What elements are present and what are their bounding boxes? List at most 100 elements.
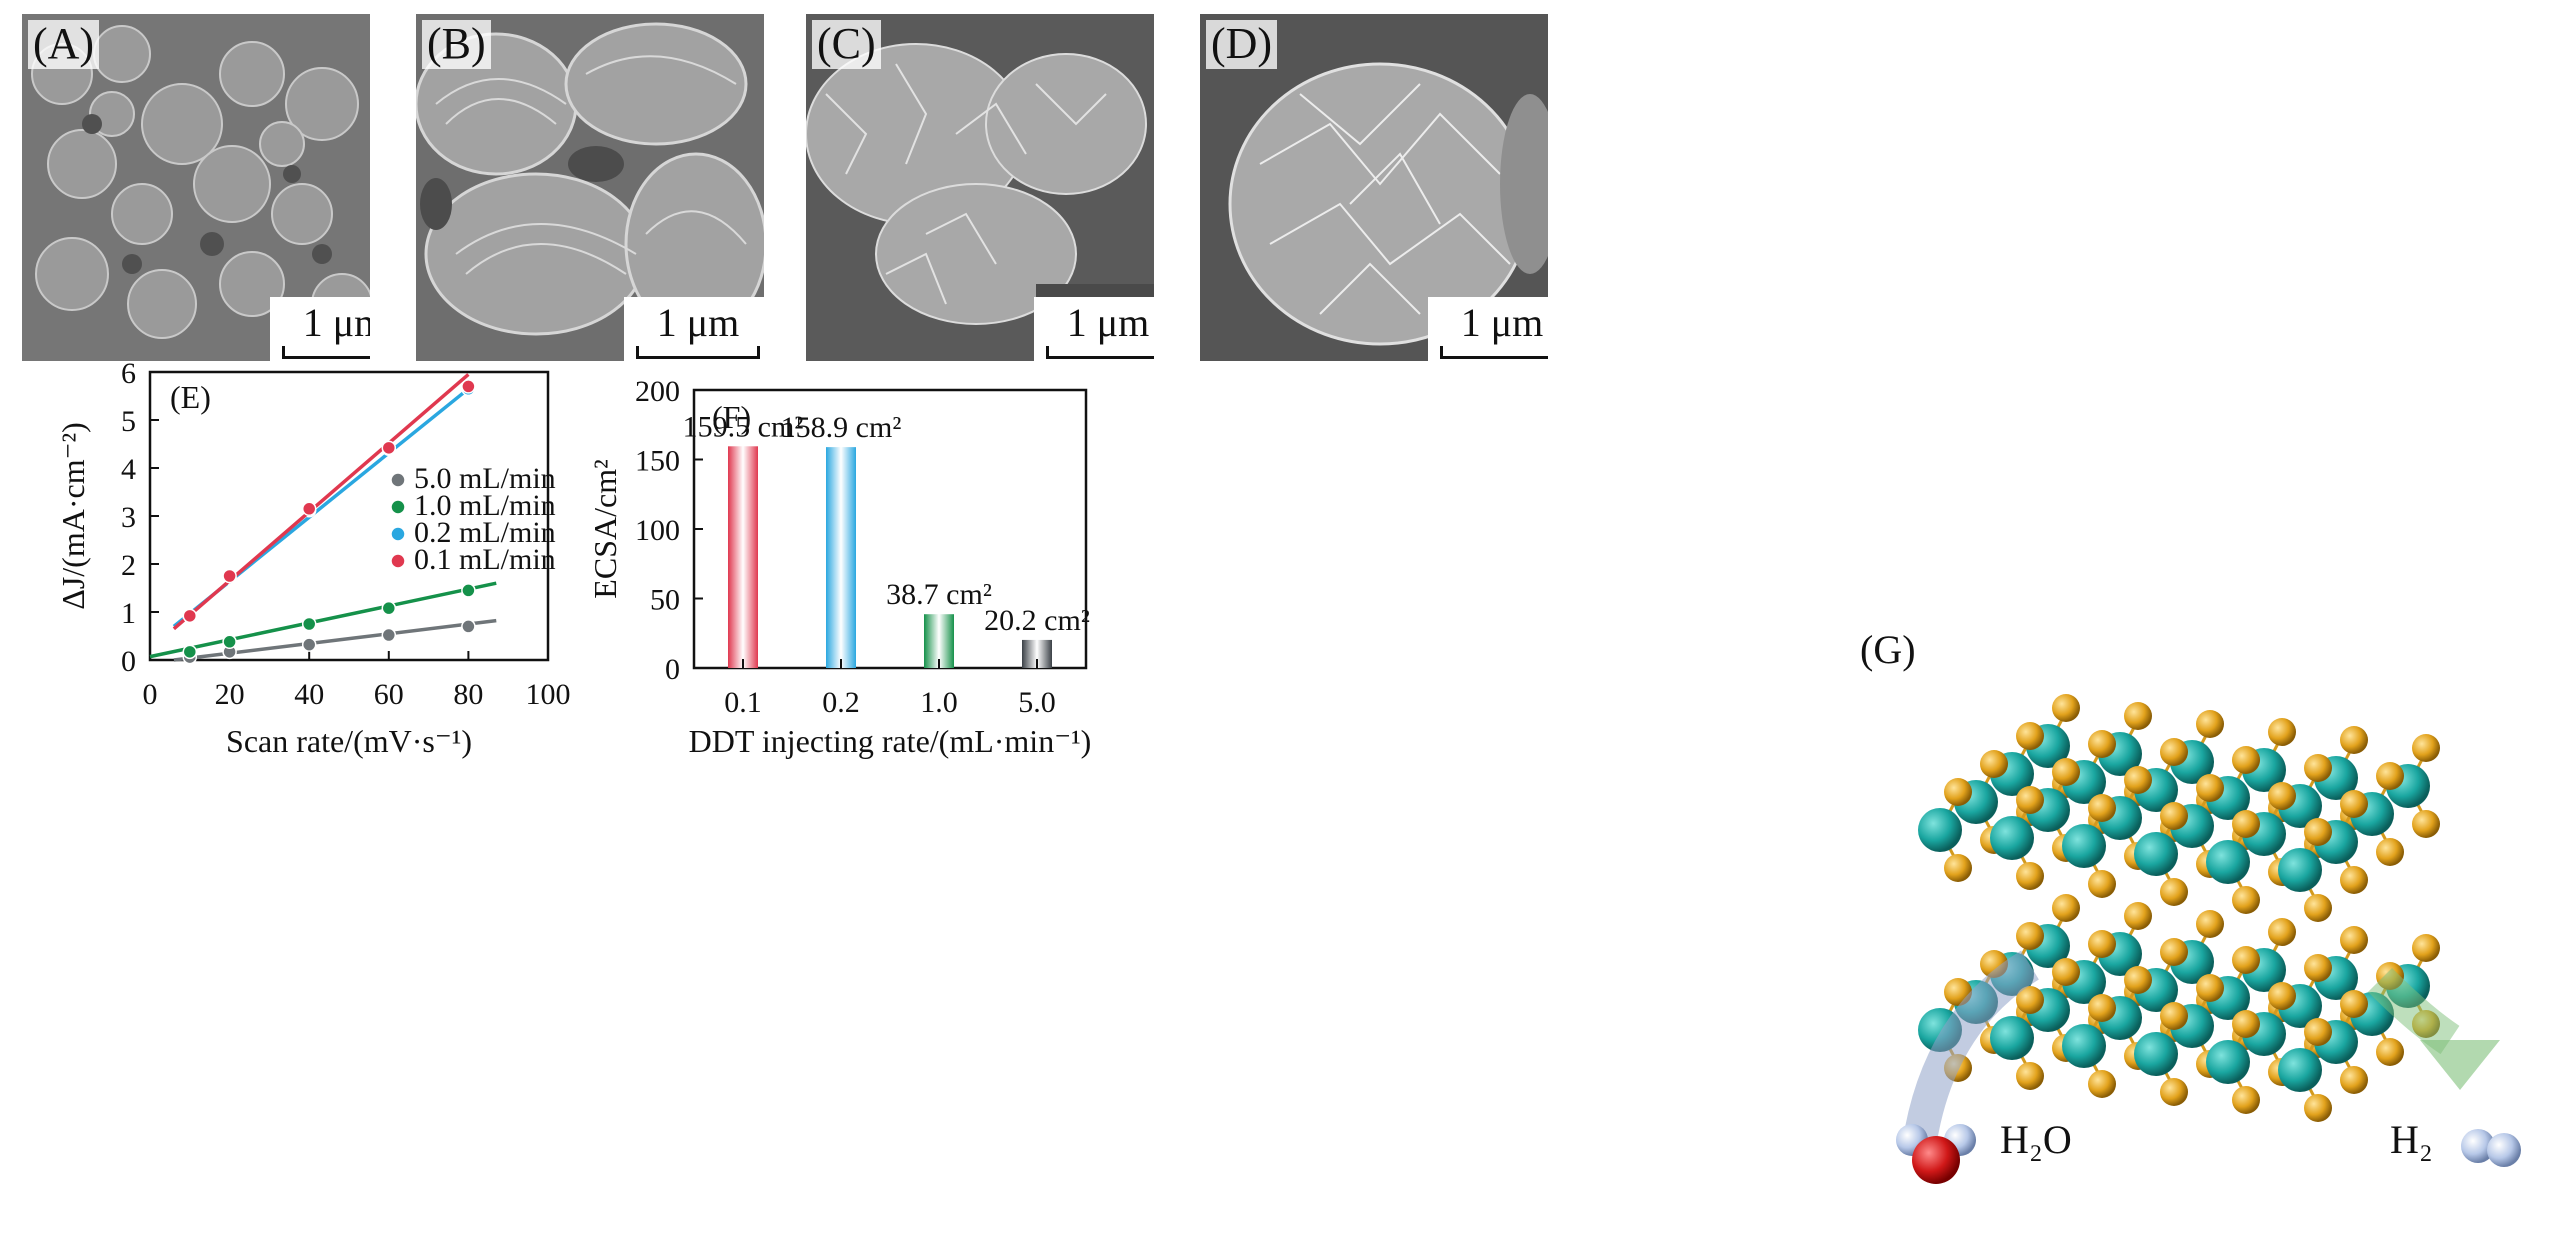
scale-bar-line xyxy=(1046,346,1154,359)
y-tick-label: 50 xyxy=(650,584,680,617)
y-tick-label: 2 xyxy=(121,549,136,582)
sulfur-atom xyxy=(1944,854,1972,882)
sem-image-c: (C) 1 μm xyxy=(806,14,1154,361)
data-point-0-1-ml-min xyxy=(301,501,317,517)
y-tick-label: 6 xyxy=(121,357,136,390)
sem-texture-b xyxy=(416,14,764,361)
sulfur-atom xyxy=(2124,966,2152,994)
sulfur-atom xyxy=(2160,938,2188,966)
legend-label: 5.0 mL/min xyxy=(414,462,556,495)
bar-0.1 xyxy=(728,446,758,668)
scale-bar-line xyxy=(282,346,370,359)
sulfur-atom xyxy=(2124,902,2152,930)
sulfur-atom xyxy=(2052,758,2080,786)
scale-bar-line xyxy=(636,346,760,359)
molybdenum-atom xyxy=(2206,1040,2250,1084)
sulfur-atom xyxy=(2088,994,2116,1022)
sulfur-atom xyxy=(2016,786,2044,814)
sulfur-atom xyxy=(2268,982,2296,1010)
y-tick-label: 150 xyxy=(635,445,680,478)
scale-bar-b: 1 μm xyxy=(624,297,764,361)
x-tick-label: 0.2 xyxy=(822,686,860,719)
scale-bar-line xyxy=(1440,346,1548,359)
sulfur-atom xyxy=(2124,766,2152,794)
data-point-0-2-ml-min xyxy=(222,570,237,585)
sulfur-atom xyxy=(2304,894,2332,922)
molybdenum-atom xyxy=(2206,840,2250,884)
product-arrowhead xyxy=(2420,1040,2500,1090)
water-molecule-icon xyxy=(1896,1124,1976,1184)
panel-letter-e: (E) xyxy=(170,379,211,415)
panel-letter-a: (A) xyxy=(28,20,100,69)
scale-bar-c: 1 μm xyxy=(1034,297,1154,361)
x-tick-label: 1.0 xyxy=(920,686,958,719)
fit-line-0-2-ml-min xyxy=(172,387,470,628)
bar-value-label: 158.9 cm² xyxy=(781,411,902,444)
sulfur-atom xyxy=(2196,710,2224,738)
sem-image-a: (A) 1 μm xyxy=(22,14,370,361)
molybdenum-atom xyxy=(2062,1024,2106,1068)
sulfur-atom xyxy=(2052,694,2080,722)
sulfur-atom xyxy=(2196,910,2224,938)
hydrogen-molecule-icon xyxy=(2461,1129,2521,1167)
legend-marker xyxy=(390,499,406,515)
scale-bar-label: 1 μm xyxy=(1066,300,1150,345)
sulfur-atom xyxy=(2232,746,2260,774)
sulfur-atom xyxy=(1944,778,1972,806)
x-tick-label: 0.1 xyxy=(724,686,762,719)
molybdenum-atom xyxy=(2278,848,2322,892)
data-point-0-1-ml-min xyxy=(182,608,198,624)
structure-illustration-g: (G) H₂O H₂ xyxy=(1860,620,2540,1240)
data-point-1-0-ml-min xyxy=(381,600,397,616)
sulfur-atom xyxy=(2088,730,2116,758)
y-tick-label: 4 xyxy=(121,453,136,486)
x-tick-label: 40 xyxy=(294,678,324,711)
data-point-1-0-ml-min xyxy=(222,634,237,650)
sem-texture-a xyxy=(22,14,370,361)
legend-label: 1.0 mL/min xyxy=(414,489,556,522)
h2o-label: H₂O xyxy=(2000,1117,2072,1162)
molybdenum-atom xyxy=(2134,1032,2178,1076)
sulfur-atom xyxy=(2196,774,2224,802)
molybdenum-atom xyxy=(2062,824,2106,868)
panel-letter-f: (F) xyxy=(712,399,751,435)
bar-0.2 xyxy=(826,447,856,668)
x-tick-label: 80 xyxy=(453,678,483,711)
sulfur-atom xyxy=(2052,958,2080,986)
bar-value-label: 20.2 cm² xyxy=(984,604,1090,637)
sulfur-atom xyxy=(2340,926,2368,954)
sulfur-atom xyxy=(2340,990,2368,1018)
y-tick-label: 3 xyxy=(121,501,136,534)
fit-line-0-1-ml-min xyxy=(172,373,470,631)
sulfur-atom xyxy=(2016,1062,2044,1090)
sulfur-atom xyxy=(2232,946,2260,974)
sulfur-atom xyxy=(2268,718,2296,746)
data-point-0-2-ml-min xyxy=(182,609,198,625)
sulfur-atom xyxy=(2160,1002,2188,1030)
x-tick-label: 100 xyxy=(526,678,571,711)
sulfur-atom xyxy=(2232,1010,2260,1038)
sulfur-atom xyxy=(2016,722,2044,750)
sulfur-atom xyxy=(2160,802,2188,830)
sulfur-atom xyxy=(2052,894,2080,922)
x-tick-label: 20 xyxy=(215,678,245,711)
sulfur-atom xyxy=(2412,934,2440,962)
data-point-5-0-ml-min xyxy=(182,649,198,665)
x-axis-label: Scan rate/(mV·s⁻¹) xyxy=(226,723,472,759)
sulfur-atom xyxy=(2304,954,2332,982)
mos2-layers xyxy=(1896,694,2521,1184)
sulfur-atom xyxy=(2340,790,2368,818)
legend-marker xyxy=(390,553,406,569)
scale-bar-label: 1 μm xyxy=(656,300,740,345)
sulfur-atom xyxy=(2160,878,2188,906)
plot-frame xyxy=(692,388,1088,670)
y-axis-label: ΔJ/(mA·cm⁻²) xyxy=(55,422,91,609)
sulfur-atom xyxy=(2232,886,2260,914)
reactant-arrow xyxy=(1903,950,2040,1143)
molybdenum-atom xyxy=(1990,1016,2034,1060)
plot-frame xyxy=(148,370,550,662)
x-axis-label: DDT injecting rate/(mL·min⁻¹) xyxy=(689,723,1092,759)
data-point-0-1-ml-min xyxy=(381,440,397,456)
y-tick-label: 0 xyxy=(665,653,680,686)
sulfur-atom xyxy=(2016,986,2044,1014)
